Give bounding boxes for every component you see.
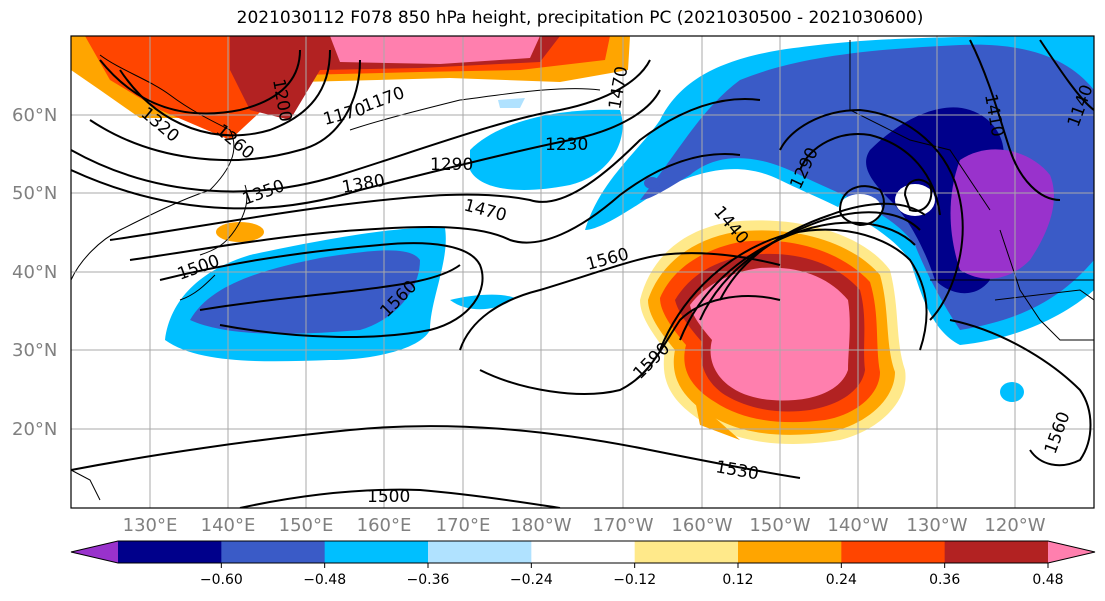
colorbar-outline bbox=[70, 540, 1096, 564]
lon-label: 180°W bbox=[510, 515, 571, 536]
lon-label: 170°W bbox=[592, 515, 653, 536]
colorbar-segment bbox=[428, 541, 532, 563]
lon-label: 150°W bbox=[749, 515, 810, 536]
lon-label: 170°E bbox=[436, 515, 491, 536]
colorbar-tick-label: 0.12 bbox=[722, 572, 753, 588]
lon-label: 130°W bbox=[906, 515, 967, 536]
colorbar-segment bbox=[944, 541, 1049, 563]
colorbar-segment bbox=[634, 541, 739, 563]
colorbar-extend-min bbox=[71, 541, 118, 563]
contour-label: 1290 bbox=[430, 155, 473, 175]
colorbar-segment bbox=[221, 541, 326, 563]
colorbar-segment bbox=[531, 541, 636, 563]
colorbar-tick-label: 0.24 bbox=[826, 572, 857, 588]
longitude-labels: 130°E 140°E 150°E 160°E 170°E 180°W 170°… bbox=[123, 515, 1046, 536]
colorbar-segment bbox=[841, 541, 946, 563]
height-contours bbox=[71, 39, 1094, 508]
lon-label: 160°E bbox=[357, 515, 412, 536]
lat-label: 40°N bbox=[12, 262, 57, 283]
colorbar-ticks: −0.60 −0.48 −0.36 −0.24 −0.12 0.12 0.24 0.36 0.4… bbox=[200, 563, 1064, 588]
lon-label: 140°W bbox=[827, 515, 888, 536]
precipitation-field bbox=[71, 36, 1094, 444]
lon-label: 140°E bbox=[201, 515, 256, 536]
colorbar-tick-label: −0.48 bbox=[303, 572, 346, 588]
lon-label: 150°E bbox=[279, 515, 334, 536]
colorbar-segment bbox=[738, 541, 842, 563]
colorbar-segment bbox=[118, 541, 222, 563]
lat-label: 60°N bbox=[12, 105, 57, 126]
colorbar-tick-label: −0.60 bbox=[200, 572, 243, 588]
colorbar-tick-label: 0.48 bbox=[1032, 572, 1063, 588]
contour-label: 1230 bbox=[545, 135, 588, 155]
colorbar-extend-max bbox=[1048, 541, 1095, 563]
lon-label: 160°W bbox=[671, 515, 732, 536]
lat-label: 30°N bbox=[12, 340, 57, 361]
lon-label: 130°E bbox=[123, 515, 178, 536]
map-frame bbox=[70, 35, 1095, 509]
colorbar-tick-label: 0.36 bbox=[929, 572, 960, 588]
map-title: 2021030112 F078 850 hPa height, precipit… bbox=[236, 8, 924, 28]
colorbar-tick-label: −0.12 bbox=[613, 572, 656, 588]
lat-label: 20°N bbox=[12, 419, 57, 440]
colorbar bbox=[70, 540, 1096, 564]
colorbar-tick-label: −0.36 bbox=[407, 572, 450, 588]
contour-label: 1500 bbox=[367, 487, 410, 507]
colorbar-tick-label: −0.24 bbox=[510, 572, 553, 588]
graticule bbox=[71, 36, 1094, 508]
latitude-labels: 60°N 50°N 40°N 30°N 20°N bbox=[12, 105, 57, 440]
lat-label: 50°N bbox=[12, 183, 57, 204]
colorbar-segment bbox=[324, 541, 429, 563]
lon-label: 120°W bbox=[984, 515, 1045, 536]
